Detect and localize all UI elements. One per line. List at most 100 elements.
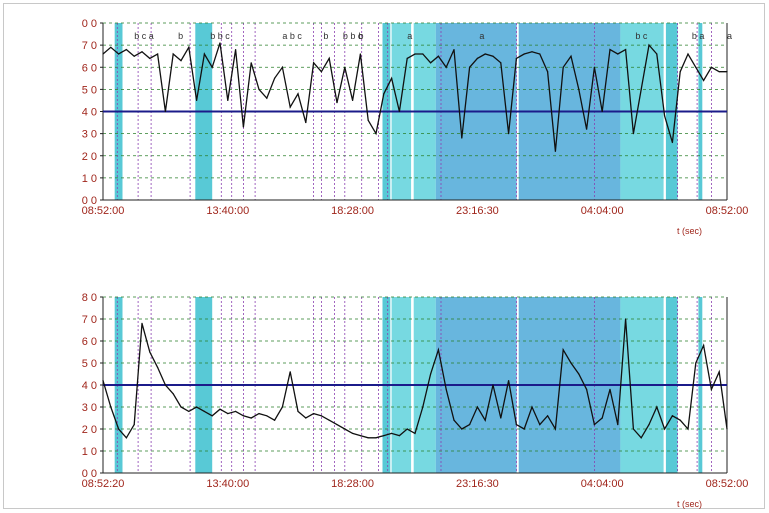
data-point [578, 373, 580, 375]
data-point [625, 318, 627, 320]
data-point [398, 110, 400, 113]
data-point [172, 393, 174, 395]
data-point [710, 388, 713, 390]
data-point [578, 88, 580, 90]
x-tick-label: 18:28:00 [331, 205, 374, 217]
data-point [687, 428, 689, 430]
data-point [203, 53, 205, 55]
x-tick-label: 08:52:00 [706, 478, 749, 490]
data-point [601, 110, 603, 113]
data-point [344, 66, 346, 68]
phase-annotation: b [358, 31, 363, 41]
data-point [375, 133, 377, 135]
data-point [406, 57, 408, 60]
data-point [601, 417, 603, 419]
y-tick-label: 7 0 [82, 314, 97, 326]
figure-frame [3, 3, 765, 509]
data-point [648, 44, 650, 46]
data-point [562, 349, 564, 351]
data-point [414, 53, 416, 55]
data-point [133, 55, 135, 57]
data-point [297, 410, 299, 412]
data-point [484, 419, 486, 421]
data-point [430, 62, 432, 64]
data-point [461, 137, 463, 139]
data-point [430, 373, 432, 375]
data-point [313, 413, 315, 415]
y-tick-label: 2 0 [82, 424, 97, 436]
phase-annotation: b c a [134, 31, 154, 41]
data-point [359, 435, 361, 437]
data-point [274, 77, 276, 79]
y-tick-label: 4 0 [82, 380, 97, 392]
data-point [188, 410, 190, 412]
data-point [313, 62, 315, 64]
data-point [703, 79, 705, 82]
panel-bottom: 0 0 1 0 2 0 3 0 4 0 5 0 6 0 7 0 8 0 08:52:20 13:40… [82, 292, 749, 509]
data-point [547, 71, 549, 73]
data-point [125, 437, 127, 439]
data-point [586, 388, 588, 390]
data-point [710, 66, 713, 68]
data-point [492, 384, 494, 386]
y-tick-label: 4 0 [82, 107, 97, 119]
data-point [375, 437, 377, 439]
data-point [320, 415, 322, 417]
y-tick-label: 3 0 [82, 129, 97, 141]
data-point [703, 344, 705, 346]
data-point [726, 71, 728, 73]
data-point [617, 424, 619, 426]
data-point [515, 424, 518, 426]
data-point [515, 57, 518, 60]
data-point [640, 437, 642, 439]
data-point [632, 133, 635, 135]
data-point [180, 60, 182, 62]
data-point [617, 53, 619, 55]
data-point [718, 71, 720, 73]
data-point [266, 97, 268, 99]
data-point [235, 48, 237, 51]
data-point [281, 406, 283, 408]
data-point [586, 128, 588, 130]
data-point [289, 371, 291, 373]
data-point [305, 417, 307, 419]
data-point [687, 53, 689, 55]
data-point [172, 53, 174, 55]
y-tick-label: 1 0 [82, 173, 97, 185]
data-point [609, 48, 611, 51]
data-point [656, 406, 658, 408]
data-point [664, 115, 666, 117]
data-point [508, 380, 510, 382]
data-point [609, 388, 611, 390]
y-tick-label: 0 0 [82, 195, 97, 207]
data-point [695, 66, 697, 68]
y-tick-label: 6 0 [82, 62, 97, 74]
data-point [250, 417, 252, 419]
y-tick-label: 0 0 [82, 18, 97, 30]
data-point [258, 88, 260, 90]
data-point [391, 432, 393, 434]
data-point [110, 46, 112, 48]
data-point [211, 415, 213, 417]
data-point [352, 99, 354, 102]
x-tick-label: 08:52:20 [82, 478, 125, 490]
y-tick-label: 3 0 [82, 402, 97, 414]
x-tick-label: 23:16:30 [456, 205, 499, 217]
data-point [367, 119, 369, 121]
data-point [679, 419, 681, 421]
data-point [102, 53, 104, 55]
data-point [242, 415, 244, 417]
data-point [289, 106, 291, 108]
data-point [593, 66, 596, 68]
x-axis-label: t (sec) [677, 226, 702, 236]
data-point [453, 419, 455, 421]
data-point [157, 53, 159, 55]
data-point [593, 424, 596, 426]
data-point [141, 322, 143, 324]
data-point [320, 71, 322, 73]
y-tick-label: 1 0 [82, 446, 97, 458]
data-point [157, 366, 159, 368]
data-point [398, 435, 400, 437]
data-point [539, 53, 541, 55]
data-point [266, 415, 268, 417]
